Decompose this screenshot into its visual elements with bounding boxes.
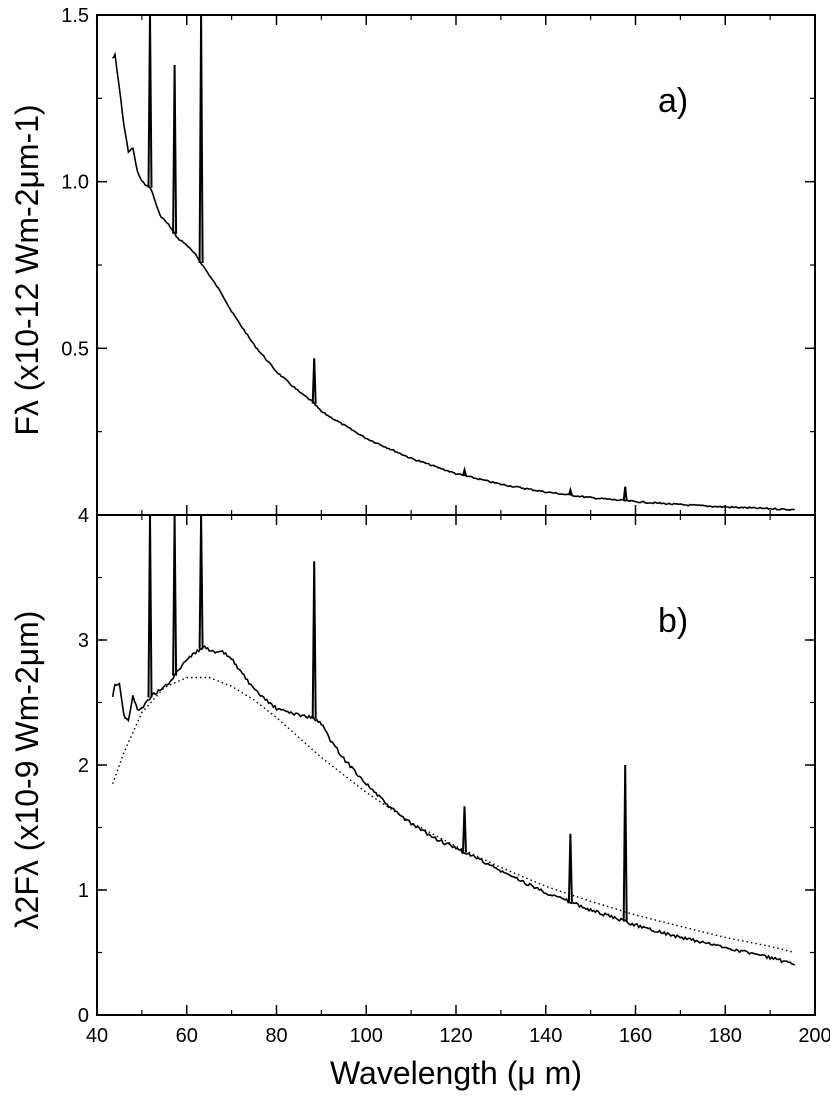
panel-b-emission-line xyxy=(198,514,204,649)
panel-a-frame xyxy=(96,14,816,516)
x-tick-label: 40 xyxy=(86,1025,108,1047)
panel-a-ytick-label: 0.5 xyxy=(61,338,89,360)
panel-b-emission-line xyxy=(311,561,317,719)
panel-b-spectrum-line xyxy=(111,645,796,966)
x-tick-label: 200 xyxy=(798,1025,830,1047)
panel-b-ytick-label: 2 xyxy=(78,755,89,777)
x-tick-label: 80 xyxy=(265,1025,287,1047)
x-tick-label: 60 xyxy=(176,1025,198,1047)
panel-a: 0.5 1.0 1.5 a) Fλ (x10-12 Wm-2μm-1) xyxy=(9,5,816,516)
panel-b-ytick-label: 0 xyxy=(78,1005,89,1027)
panel-b-ticks: 0 1 2 3 4 40 60 80 100 120 140 160 180 200 xyxy=(78,505,830,1047)
panel-b-frame xyxy=(96,514,816,1016)
panel-b-emission-line xyxy=(622,764,628,922)
panel-b-emission-line xyxy=(147,514,153,698)
panel-b-emission-line xyxy=(172,514,178,676)
panel-a-emission-line xyxy=(567,486,573,496)
panel-b-dotted-model-line xyxy=(112,676,795,954)
panel-a-emission-line xyxy=(622,486,628,501)
panel-a-emission-lines xyxy=(147,14,628,501)
x-tick-label: 160 xyxy=(619,1025,652,1047)
panel-b-ytick-label: 1 xyxy=(78,880,89,902)
panel-b-emission-line xyxy=(462,806,467,853)
panel-b-emission-line xyxy=(567,833,573,903)
panel-b-ylabel: λ2Fλ (x10-9 Wm-2μm) xyxy=(9,611,45,930)
panel-b-ytick-label: 3 xyxy=(78,630,89,652)
panel-a-emission-line xyxy=(311,358,317,404)
panel-b-label: b) xyxy=(658,602,688,640)
x-tick-label: 140 xyxy=(529,1025,562,1047)
panel-b-emission-lines xyxy=(147,514,628,922)
x-tick-label: 180 xyxy=(709,1025,742,1047)
x-tick-label: 120 xyxy=(439,1025,472,1047)
panel-a-spectrum-line xyxy=(112,51,795,511)
panel-a-emission-line xyxy=(198,14,204,264)
panel-a-emission-line xyxy=(172,64,178,234)
panel-a-ylabel: Fλ (x10-12 Wm-2μm-1) xyxy=(9,104,45,435)
panel-a-emission-line xyxy=(462,466,467,476)
x-axis-title: Wavelength (μ m) xyxy=(330,1055,582,1091)
panel-a-ytick-label: 1.0 xyxy=(61,172,89,194)
panel-a-ytick-label: 1.5 xyxy=(61,5,89,27)
panel-a-label: a) xyxy=(658,82,688,120)
panel-b: 0 1 2 3 4 40 60 80 100 120 140 160 180 200 b) λ2Fλ (x… xyxy=(9,505,830,1091)
x-tick-label: 100 xyxy=(350,1025,383,1047)
panel-a-emission-line xyxy=(147,14,153,188)
panel-b-ytick-label: 4 xyxy=(78,505,89,527)
